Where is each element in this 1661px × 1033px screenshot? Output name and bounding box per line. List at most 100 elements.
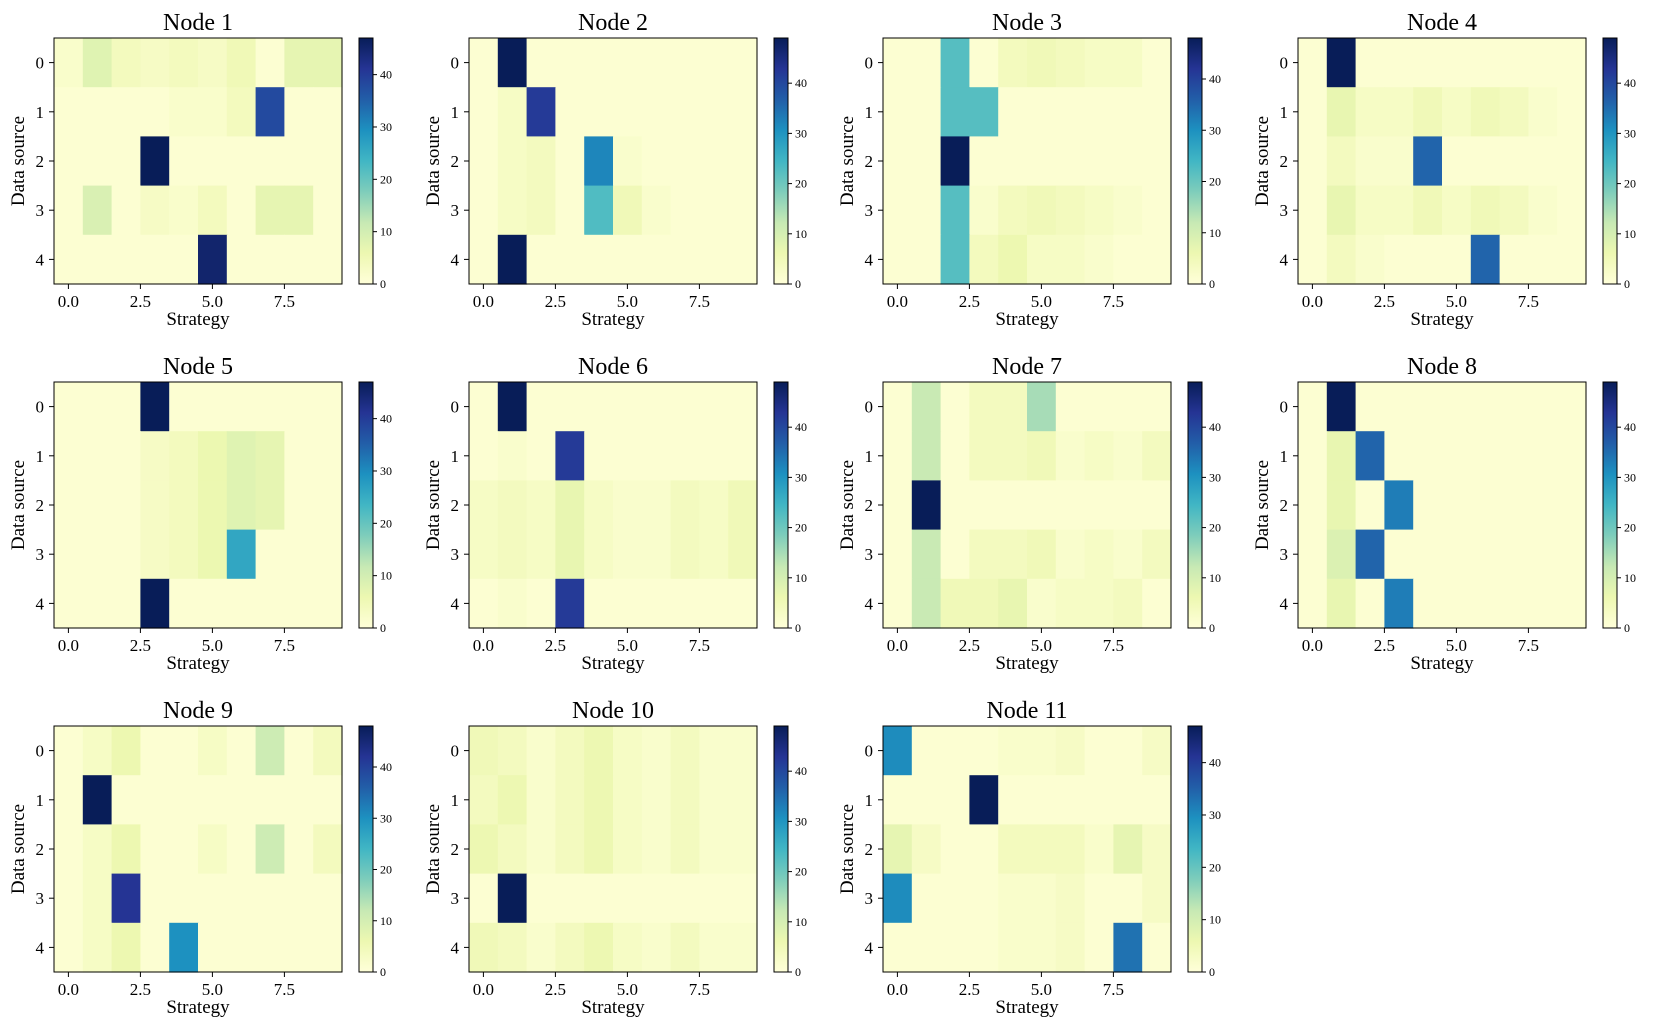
heatmap-cell (699, 922, 729, 973)
y-tick-label: 3 (451, 201, 460, 220)
y-tick-label: 1 (36, 447, 45, 466)
heatmap-cell (1298, 87, 1328, 137)
heatmap-cell (1557, 38, 1587, 88)
heatmap-cell (469, 234, 499, 285)
colorbar-tick-label: 20 (380, 172, 392, 186)
heatmap-cell (469, 775, 499, 825)
heatmap-cell (555, 873, 585, 924)
heatmap-cell (1298, 431, 1328, 481)
heatmap-cell (613, 726, 643, 776)
colorbar-tick-label: 40 (1209, 756, 1221, 770)
colorbar-tick-label: 0 (380, 965, 386, 979)
heatmap-cell (584, 529, 614, 580)
heatmap-cell (998, 382, 1028, 432)
heatmap-cell (1113, 922, 1143, 973)
colorbar-tick-label: 10 (380, 914, 392, 928)
heatmap-cell (313, 578, 343, 629)
y-tick-label: 2 (865, 152, 874, 171)
heatmap-cell (1326, 87, 1357, 137)
heatmap-cell (1413, 185, 1443, 236)
heatmap-cell (555, 480, 585, 531)
colorbar (773, 725, 789, 973)
colorbar-tick-label: 30 (1624, 126, 1636, 140)
colorbar-tick-label: 40 (795, 76, 807, 90)
heatmap-cell (1055, 382, 1086, 432)
heatmap-cell (728, 873, 758, 924)
heatmap-cell (313, 922, 343, 973)
heatmap-cell (1384, 431, 1414, 481)
heatmap-cell (1442, 578, 1472, 629)
heatmap-cell (82, 382, 113, 432)
heatmap-cell (911, 578, 942, 629)
heatmap-cell (1326, 529, 1357, 580)
heatmap-cell (911, 431, 942, 481)
heatmap-cell (198, 87, 228, 137)
heatmap-cell (1528, 529, 1558, 580)
y-tick-label: 3 (865, 889, 874, 908)
heatmap-cell (613, 38, 643, 88)
heatmap-panel-6: Node 6 0.0 2.5 5.0 7.5 Strategy 0 1 2 3 4 Data sour… (423, 354, 807, 674)
heatmap-cell (497, 480, 528, 531)
heatmap-cell (1442, 185, 1472, 236)
x-tick-label: 2.5 (545, 980, 566, 999)
heatmap-cell (998, 185, 1028, 236)
heatmap-cell (284, 873, 314, 924)
heatmap-cell (226, 922, 257, 973)
y-axis-label: Data source (837, 804, 858, 894)
heatmap-cell (313, 234, 343, 285)
heatmap-cell (670, 726, 700, 776)
heatmap-cell (140, 185, 170, 236)
heatmap-cell (284, 480, 314, 531)
heatmap-cell (998, 529, 1028, 580)
heatmap-cell (641, 922, 672, 973)
colorbar-tick-label: 0 (380, 277, 386, 291)
colorbar-tick-label: 20 (1624, 177, 1636, 191)
heatmap-cell (969, 529, 999, 580)
heatmap-cell (497, 922, 528, 973)
heatmap-cell (1142, 726, 1172, 776)
x-axis-label: Strategy (166, 997, 230, 1018)
heatmap-cell (198, 185, 228, 236)
heatmap-cell (641, 185, 672, 236)
x-axis-label: Strategy (1410, 653, 1474, 674)
heatmap-cell (140, 922, 170, 973)
heatmap-cell (469, 726, 499, 776)
heatmap-cell (469, 136, 499, 187)
heatmap-cell (699, 431, 729, 481)
heatmap-cell (1326, 431, 1357, 481)
heatmap-cell (555, 529, 585, 580)
heatmap-cell (54, 382, 84, 432)
y-tick-label: 4 (36, 938, 45, 957)
panel-title: Node 2 (578, 10, 648, 36)
heatmap-cell (1326, 480, 1357, 531)
heatmap-panel-11: Node 11 0.0 2.5 5.0 7.5 Strategy 0 1 2 3 4 Data sou… (837, 698, 1221, 1018)
heatmap-cell (140, 431, 170, 481)
y-tick-label: 0 (451, 54, 460, 73)
heatmap-cell (940, 185, 970, 236)
y-tick-label: 3 (1280, 201, 1289, 220)
heatmap-cell (198, 922, 228, 973)
heatmap-cell (313, 87, 343, 137)
colorbar-tick-label: 20 (795, 177, 807, 191)
heatmap-cell (497, 824, 528, 875)
x-tick-label: 5.0 (202, 292, 223, 311)
heatmap-cell (469, 185, 499, 236)
colorbar-tick-label: 20 (380, 863, 392, 877)
heatmap-cell (911, 38, 942, 88)
heatmap-cell (1413, 431, 1443, 481)
y-tick-label: 2 (865, 496, 874, 515)
heatmap-cell (226, 431, 257, 481)
heatmap-cell (940, 922, 970, 973)
heatmap-cell (497, 87, 528, 137)
colorbar-tick-label: 0 (1209, 621, 1215, 635)
x-tick-label: 7.5 (274, 636, 295, 655)
x-tick-label: 7.5 (1103, 292, 1124, 311)
heatmap-cell (641, 873, 672, 924)
heatmap-cell (255, 136, 285, 187)
heatmap-cell (140, 480, 170, 531)
heatmap-cell (998, 578, 1028, 629)
heatmap-cell (198, 578, 228, 629)
y-tick-label: 4 (451, 938, 460, 957)
y-tick-label: 1 (451, 791, 460, 810)
x-axis-label: Strategy (166, 309, 230, 330)
